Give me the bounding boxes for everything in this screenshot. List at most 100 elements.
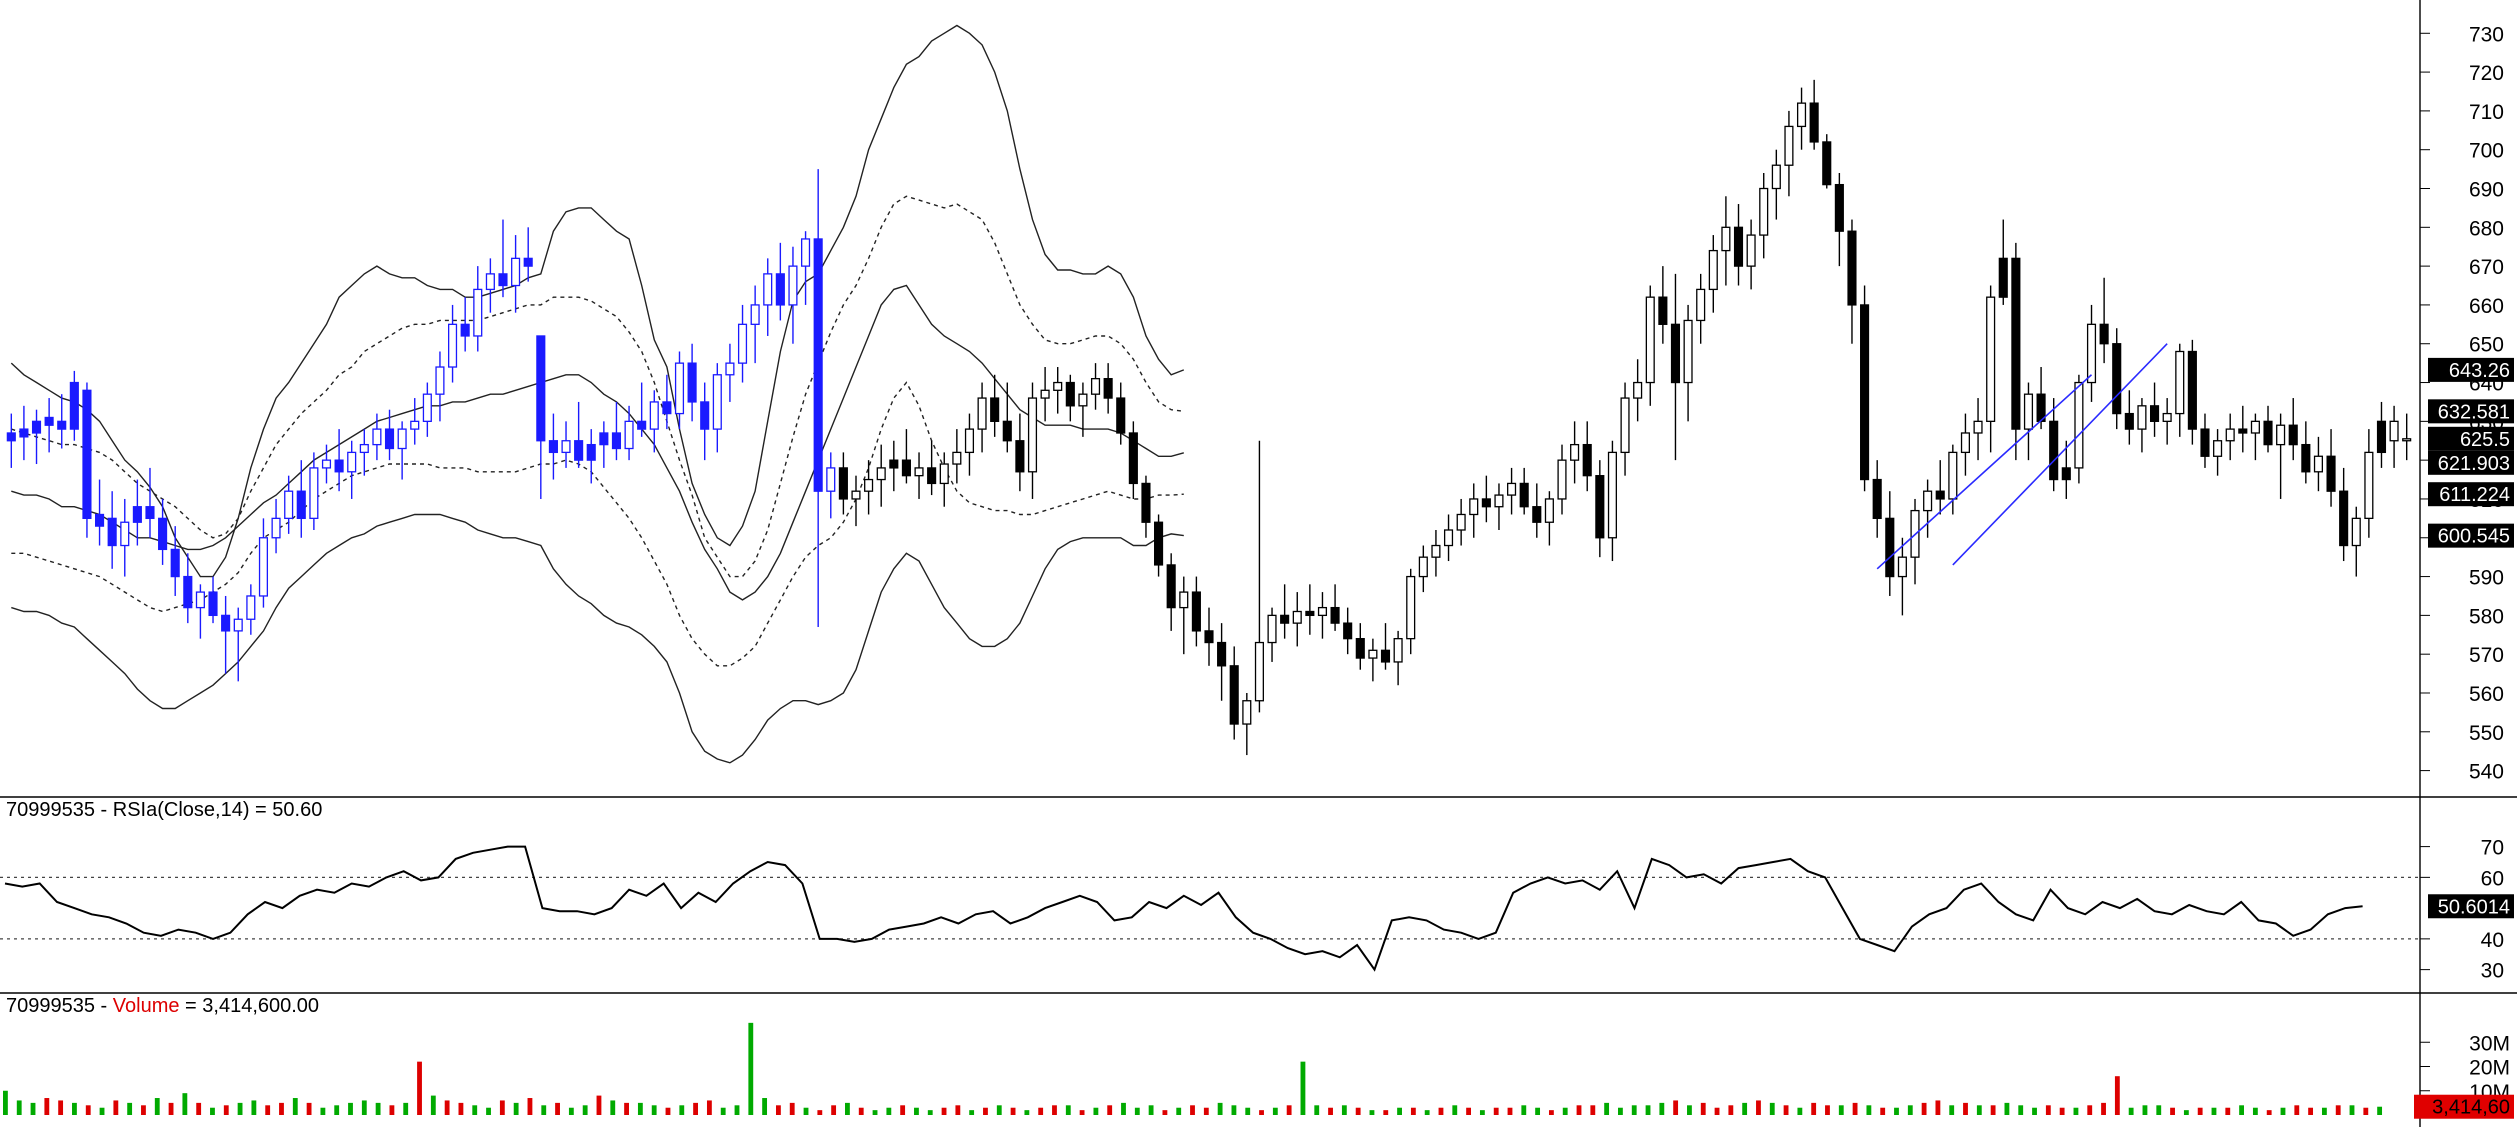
candle-body xyxy=(952,451,962,465)
volume-bar xyxy=(1783,1105,1789,1115)
volume-bar xyxy=(182,1093,188,1115)
volume-bar xyxy=(900,1105,906,1115)
candle-body xyxy=(725,362,735,376)
volume-bar xyxy=(1134,1107,1140,1115)
candle-body xyxy=(1128,432,1138,485)
candle-body xyxy=(838,467,848,500)
candle-body xyxy=(939,463,949,485)
volume-bar xyxy=(693,1102,699,1115)
candle-body xyxy=(977,397,987,430)
volume-header-prefix: 70999535 - xyxy=(6,995,113,1017)
candle-body xyxy=(1809,102,1819,143)
price-tick-label: 680 xyxy=(2469,217,2504,240)
candle-body xyxy=(1607,451,1617,539)
volume-bar xyxy=(1410,1107,1416,1115)
volume-tick-label: 20M xyxy=(2469,1057,2510,1080)
price-value-label: 643.26 xyxy=(2428,357,2514,382)
candle-body xyxy=(107,517,117,547)
volume-bar xyxy=(486,1107,491,1115)
candle-body xyxy=(2364,451,2374,520)
volume-bar xyxy=(2321,1107,2327,1115)
volume-bar xyxy=(1714,1107,1720,1115)
volume-panel-header: 70999535 - Volume = 3,414,600.00 xyxy=(6,995,319,1017)
candle-body xyxy=(1872,478,1882,520)
volume-bar xyxy=(845,1102,850,1115)
volume-bar xyxy=(1079,1110,1085,1115)
volume-bar xyxy=(292,1098,298,1115)
volume-bar xyxy=(2197,1107,2203,1115)
candle-body xyxy=(864,478,874,492)
price-tick-label: 580 xyxy=(2469,605,2504,628)
candle-body xyxy=(145,506,155,520)
candle-body xyxy=(2351,517,2361,547)
volume-bar xyxy=(2032,1107,2037,1115)
volume-bar xyxy=(223,1105,229,1115)
volume-bar xyxy=(734,1105,740,1115)
candle-body xyxy=(69,381,79,430)
candle-body xyxy=(901,459,911,477)
candle-body xyxy=(2200,428,2210,457)
volume-bar xyxy=(472,1105,478,1115)
candle-body xyxy=(372,428,382,446)
candle-body xyxy=(473,288,483,337)
volume-bar xyxy=(1259,1110,1264,1115)
volume-bar xyxy=(2059,1107,2065,1115)
volume-bar xyxy=(1245,1107,1251,1115)
value-label-bg xyxy=(2428,450,2514,475)
candle-body xyxy=(1784,125,1794,166)
candle-body xyxy=(246,595,256,620)
candle-body xyxy=(485,273,495,291)
volume-bar xyxy=(44,1098,50,1115)
volume-bar xyxy=(2252,1107,2258,1115)
volume-bar xyxy=(1797,1107,1803,1115)
candle-body xyxy=(611,432,622,450)
volume-bar xyxy=(803,1107,809,1115)
candle-body xyxy=(1923,490,1933,512)
candle-body xyxy=(1746,234,1756,267)
value-label-bg xyxy=(2428,894,2514,919)
price-tick-label: 550 xyxy=(2469,722,2504,745)
value-label-text: 621.903 xyxy=(2438,453,2510,475)
candle-body xyxy=(1418,556,1428,578)
rsi-tick-label: 30 xyxy=(2481,960,2504,983)
candle-body xyxy=(1935,490,1945,500)
volume-bar xyxy=(1341,1105,1347,1115)
volume-bar xyxy=(196,1102,202,1115)
volume-bar xyxy=(1065,1105,1071,1115)
candle-body xyxy=(750,304,760,325)
volume-bar xyxy=(30,1102,36,1115)
rsi-tick-label: 40 xyxy=(2481,929,2504,952)
candle-body xyxy=(1519,482,1529,508)
candle-body xyxy=(1507,482,1517,496)
bollinger-upper-10 xyxy=(11,195,1184,578)
candle-body xyxy=(687,362,697,403)
volume-bar xyxy=(417,1061,422,1115)
price-value-label: 625.5 xyxy=(2428,426,2514,451)
volume-bar xyxy=(2114,1076,2120,1115)
candle-body xyxy=(1343,622,1353,640)
candle-body xyxy=(2023,393,2034,430)
volume-bar xyxy=(1935,1100,1941,1115)
volume-header-value: = 3,414,600.00 xyxy=(179,995,319,1017)
rsi-tick-label: 60 xyxy=(2481,867,2504,890)
candle-body xyxy=(637,420,647,430)
candle-body xyxy=(397,428,407,450)
candle-body xyxy=(889,459,899,469)
value-label-bg xyxy=(2428,523,2514,548)
value-label-bg xyxy=(2428,426,2514,451)
volume-bar xyxy=(265,1105,271,1115)
volume-bar xyxy=(1590,1105,1596,1115)
volume-bar xyxy=(1493,1107,1499,1115)
candle-body xyxy=(1696,288,1706,322)
candle-body xyxy=(221,614,231,632)
volume-bar xyxy=(969,1110,975,1115)
candle-body xyxy=(2137,405,2147,430)
price-value-label: 632.581 xyxy=(2428,399,2514,424)
candle-body xyxy=(1317,606,1328,617)
candle-body xyxy=(120,521,130,547)
candle-body xyxy=(1166,564,1176,609)
candle-body xyxy=(2099,323,2109,345)
candle-body xyxy=(1242,700,1252,725)
price-tick-label: 700 xyxy=(2469,140,2504,163)
